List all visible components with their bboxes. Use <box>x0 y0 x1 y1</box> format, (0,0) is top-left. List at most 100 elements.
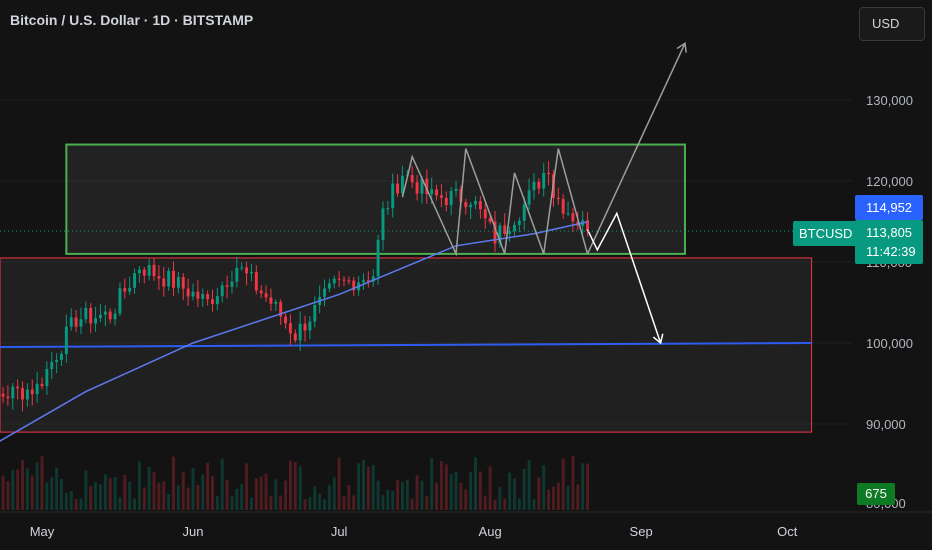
volume-bar <box>303 499 307 510</box>
zigzag-path[interactable] <box>401 148 589 257</box>
candle-body <box>332 278 336 284</box>
bar-countdown: 11:42:39 <box>866 244 916 259</box>
volume-bar <box>357 463 361 510</box>
volume-bar <box>137 461 141 510</box>
candle-body <box>98 314 102 319</box>
support-line[interactable] <box>0 342 812 348</box>
bearish-projection-path[interactable] <box>586 211 664 345</box>
candle-body <box>444 197 448 206</box>
candle-body <box>430 189 434 195</box>
candlesticks <box>1 161 590 412</box>
volume-bar <box>254 478 258 510</box>
candle-body <box>196 291 200 299</box>
volume-bar <box>25 468 29 510</box>
bullish-projection-path[interactable] <box>586 42 687 255</box>
volume-bar <box>157 482 161 510</box>
candle-body <box>69 317 73 327</box>
currency-button[interactable]: USD <box>859 7 925 41</box>
volume-bar <box>376 480 380 510</box>
time-tick-label: Aug <box>479 524 502 539</box>
candle-body <box>201 294 205 299</box>
candle-body <box>527 190 531 205</box>
candle-body <box>89 307 93 324</box>
candle-body <box>21 388 24 400</box>
volume-bar <box>547 489 551 510</box>
candle-body <box>454 188 458 192</box>
volume-bar <box>147 467 151 510</box>
candle-body <box>45 369 49 387</box>
time-tick-label: Sep <box>630 524 653 539</box>
candle-body <box>172 270 175 288</box>
symbol-tag: BTCUSD <box>793 221 859 246</box>
candle-body <box>113 313 117 320</box>
volume-bar <box>142 487 146 510</box>
candle-body <box>1 393 5 397</box>
candle-body <box>469 204 473 208</box>
candle-body <box>586 220 590 232</box>
range-box[interactable] <box>65 143 686 255</box>
volume-bar <box>459 482 463 510</box>
volume-bar <box>400 482 404 510</box>
volume-bar <box>35 462 39 510</box>
volume-bar <box>420 480 424 510</box>
volume-bar <box>284 480 288 510</box>
time-axis[interactable]: May Jun Jul Aug Sep Oct <box>0 511 932 539</box>
price-tick-label: 90,000 <box>866 417 906 432</box>
projection-drawings[interactable] <box>401 42 687 345</box>
candle-body <box>415 182 419 194</box>
volume-bar <box>264 473 268 510</box>
volume-bar <box>551 486 555 510</box>
volume-bar <box>435 482 439 510</box>
volume-bar <box>498 486 502 510</box>
volume-bar <box>478 471 482 510</box>
volume-bar <box>69 490 73 510</box>
candle-body <box>94 318 98 324</box>
volume-bar <box>64 493 68 510</box>
candle-body <box>400 175 404 194</box>
candle-body <box>425 178 429 195</box>
candle-body <box>103 311 107 315</box>
volume-bar <box>352 495 356 510</box>
volume-bar <box>586 463 590 510</box>
candle-body <box>274 301 278 304</box>
candle-body <box>176 277 180 288</box>
range-rectangle[interactable] <box>65 143 686 255</box>
volume-bar <box>21 460 24 510</box>
candle-body <box>128 287 132 292</box>
volume-bar <box>347 485 351 510</box>
candle-body <box>561 199 565 214</box>
volume-bar <box>79 498 83 510</box>
volume-bar <box>215 496 219 510</box>
candle-body <box>303 323 307 331</box>
volume-bar <box>113 477 117 510</box>
candle-body <box>571 213 575 222</box>
candle-body <box>279 301 283 317</box>
volume-bar <box>313 486 317 510</box>
volume-bar <box>235 488 239 510</box>
volume-bar <box>152 471 156 510</box>
candle-body <box>123 288 127 292</box>
candle-body <box>240 267 244 269</box>
volume-bar <box>55 467 59 510</box>
candle-body <box>381 208 385 240</box>
volume-bar <box>40 456 44 510</box>
candle-body <box>391 183 395 209</box>
volume-bar <box>332 477 336 510</box>
candle-body <box>366 280 370 282</box>
last-price-value: 113,805 <box>866 225 913 240</box>
volume-bar <box>269 495 273 510</box>
candle-body <box>16 386 20 389</box>
volume-bar <box>230 496 234 510</box>
candle-body <box>84 307 88 320</box>
candle-body <box>493 221 497 244</box>
candle-body <box>64 326 68 354</box>
support-line-100k[interactable] <box>0 342 812 348</box>
volume-bar <box>274 479 278 510</box>
candle-body <box>371 276 375 282</box>
candle-body <box>308 321 312 331</box>
candle-body <box>478 200 482 210</box>
volume-bar <box>444 464 448 510</box>
candle-body <box>142 269 146 276</box>
candle-body <box>439 195 443 198</box>
